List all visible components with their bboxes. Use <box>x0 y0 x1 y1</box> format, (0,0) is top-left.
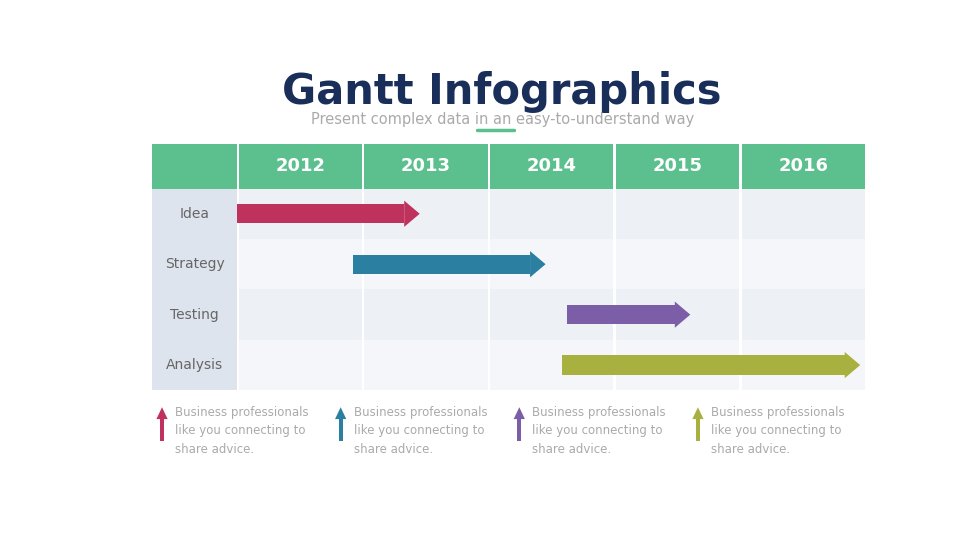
FancyBboxPatch shape <box>616 239 739 289</box>
FancyBboxPatch shape <box>152 340 237 390</box>
FancyBboxPatch shape <box>238 340 362 390</box>
Text: Business professionals
like you connecting to
share advice.: Business professionals like you connecti… <box>532 406 666 456</box>
Polygon shape <box>530 251 546 277</box>
Text: Business professionals
like you connecting to
share advice.: Business professionals like you connecti… <box>354 406 487 456</box>
FancyBboxPatch shape <box>152 239 237 289</box>
FancyBboxPatch shape <box>490 188 613 239</box>
Text: Present complex data in an easy-to-understand way: Present complex data in an easy-to-under… <box>311 112 694 127</box>
FancyBboxPatch shape <box>517 419 521 441</box>
FancyBboxPatch shape <box>238 144 362 188</box>
FancyBboxPatch shape <box>742 188 865 239</box>
Text: Business professionals
like you connecting to
share advice.: Business professionals like you connecti… <box>711 406 845 456</box>
FancyBboxPatch shape <box>616 188 739 239</box>
FancyBboxPatch shape <box>742 289 865 340</box>
FancyBboxPatch shape <box>696 419 700 441</box>
Text: 2014: 2014 <box>527 157 577 175</box>
FancyBboxPatch shape <box>152 289 237 340</box>
FancyBboxPatch shape <box>238 188 362 239</box>
FancyBboxPatch shape <box>365 340 488 390</box>
Text: 2016: 2016 <box>778 157 828 175</box>
Polygon shape <box>675 301 690 328</box>
FancyBboxPatch shape <box>152 188 237 239</box>
Text: Strategy: Strategy <box>165 257 224 271</box>
FancyBboxPatch shape <box>490 289 613 340</box>
Text: Analysis: Analysis <box>166 358 223 372</box>
FancyBboxPatch shape <box>365 289 488 340</box>
FancyBboxPatch shape <box>365 239 488 289</box>
FancyBboxPatch shape <box>238 289 362 340</box>
FancyBboxPatch shape <box>742 340 865 390</box>
Text: Idea: Idea <box>179 207 210 221</box>
FancyBboxPatch shape <box>616 144 739 188</box>
Polygon shape <box>692 407 704 419</box>
Polygon shape <box>404 201 419 227</box>
FancyBboxPatch shape <box>567 305 675 324</box>
Text: 2012: 2012 <box>275 157 325 175</box>
Text: 2013: 2013 <box>401 157 451 175</box>
Text: Testing: Testing <box>171 307 219 322</box>
Text: Gantt Infographics: Gantt Infographics <box>282 71 722 112</box>
FancyBboxPatch shape <box>562 355 845 375</box>
FancyBboxPatch shape <box>742 144 865 188</box>
Polygon shape <box>335 407 346 419</box>
FancyBboxPatch shape <box>338 419 343 441</box>
FancyBboxPatch shape <box>616 289 739 340</box>
Polygon shape <box>845 352 860 378</box>
FancyBboxPatch shape <box>490 144 613 188</box>
FancyBboxPatch shape <box>238 239 362 289</box>
FancyBboxPatch shape <box>616 340 739 390</box>
FancyBboxPatch shape <box>365 144 488 188</box>
FancyBboxPatch shape <box>742 239 865 289</box>
FancyBboxPatch shape <box>490 239 613 289</box>
Text: 2015: 2015 <box>653 157 703 175</box>
FancyBboxPatch shape <box>353 255 530 274</box>
Polygon shape <box>514 407 525 419</box>
FancyBboxPatch shape <box>160 419 165 441</box>
FancyBboxPatch shape <box>365 188 488 239</box>
FancyBboxPatch shape <box>152 144 237 188</box>
FancyBboxPatch shape <box>490 340 613 390</box>
FancyBboxPatch shape <box>237 204 404 223</box>
Polygon shape <box>157 407 168 419</box>
Text: Business professionals
like you connecting to
share advice.: Business professionals like you connecti… <box>175 406 309 456</box>
